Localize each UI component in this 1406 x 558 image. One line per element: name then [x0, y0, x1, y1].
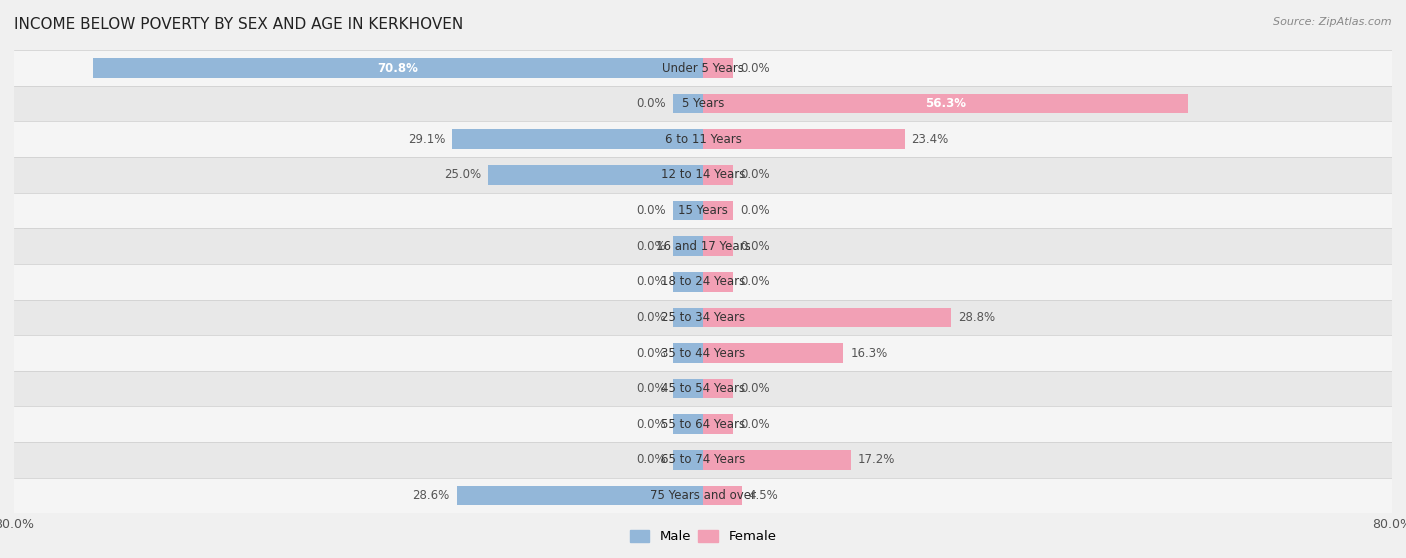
Text: 29.1%: 29.1%: [408, 133, 446, 146]
Text: 23.4%: 23.4%: [911, 133, 949, 146]
Text: 0.0%: 0.0%: [740, 169, 769, 181]
Text: 70.8%: 70.8%: [378, 61, 419, 75]
Text: INCOME BELOW POVERTY BY SEX AND AGE IN KERKHOVEN: INCOME BELOW POVERTY BY SEX AND AGE IN K…: [14, 17, 464, 32]
Bar: [14, 50, 1392, 86]
Bar: [673, 343, 703, 363]
Text: 5 Years: 5 Years: [682, 97, 724, 110]
Bar: [14, 86, 1392, 122]
Text: 18 to 24 Years: 18 to 24 Years: [661, 275, 745, 288]
Legend: Male, Female: Male, Female: [624, 525, 782, 549]
Text: 12 to 14 Years: 12 to 14 Years: [661, 169, 745, 181]
Text: Source: ZipAtlas.com: Source: ZipAtlas.com: [1274, 17, 1392, 27]
Text: 0.0%: 0.0%: [637, 347, 666, 359]
Text: 0.0%: 0.0%: [740, 418, 769, 431]
Bar: [14, 406, 1392, 442]
Bar: [703, 343, 844, 363]
Bar: [673, 415, 703, 434]
Bar: [488, 165, 703, 185]
Bar: [673, 272, 703, 292]
Bar: [673, 450, 703, 470]
Text: 0.0%: 0.0%: [637, 418, 666, 431]
Text: 0.0%: 0.0%: [637, 275, 666, 288]
Text: 35 to 44 Years: 35 to 44 Years: [661, 347, 745, 359]
Text: 0.0%: 0.0%: [740, 240, 769, 253]
Text: 4.5%: 4.5%: [748, 489, 779, 502]
Bar: [93, 58, 703, 78]
Bar: [14, 478, 1392, 513]
Text: 0.0%: 0.0%: [740, 204, 769, 217]
Bar: [703, 237, 733, 256]
Bar: [703, 415, 733, 434]
Text: 28.8%: 28.8%: [957, 311, 995, 324]
Text: 25 to 34 Years: 25 to 34 Years: [661, 311, 745, 324]
Text: 6 to 11 Years: 6 to 11 Years: [665, 133, 741, 146]
Bar: [703, 379, 733, 398]
Bar: [703, 165, 733, 185]
Text: 0.0%: 0.0%: [740, 61, 769, 75]
Text: 0.0%: 0.0%: [637, 97, 666, 110]
Text: 0.0%: 0.0%: [740, 275, 769, 288]
Bar: [703, 201, 733, 220]
Text: 28.6%: 28.6%: [412, 489, 450, 502]
Bar: [703, 272, 733, 292]
Text: 0.0%: 0.0%: [637, 204, 666, 217]
Text: 65 to 74 Years: 65 to 74 Years: [661, 454, 745, 466]
Text: 0.0%: 0.0%: [637, 240, 666, 253]
Bar: [703, 486, 742, 506]
Text: 15 Years: 15 Years: [678, 204, 728, 217]
Text: 25.0%: 25.0%: [444, 169, 481, 181]
Text: 0.0%: 0.0%: [637, 454, 666, 466]
Text: Under 5 Years: Under 5 Years: [662, 61, 744, 75]
Bar: [673, 201, 703, 220]
Text: 16.3%: 16.3%: [851, 347, 887, 359]
Bar: [673, 94, 703, 113]
Text: 0.0%: 0.0%: [637, 311, 666, 324]
Bar: [14, 157, 1392, 193]
Bar: [673, 307, 703, 327]
Text: 56.3%: 56.3%: [925, 97, 966, 110]
Text: 16 and 17 Years: 16 and 17 Years: [655, 240, 751, 253]
Bar: [673, 379, 703, 398]
Bar: [703, 94, 1188, 113]
Bar: [14, 442, 1392, 478]
Bar: [703, 58, 733, 78]
Text: 17.2%: 17.2%: [858, 454, 896, 466]
Text: 45 to 54 Years: 45 to 54 Years: [661, 382, 745, 395]
Bar: [673, 237, 703, 256]
Bar: [703, 129, 904, 149]
Text: 75 Years and over: 75 Years and over: [650, 489, 756, 502]
Text: 0.0%: 0.0%: [740, 382, 769, 395]
Bar: [14, 193, 1392, 228]
Bar: [14, 335, 1392, 371]
Bar: [453, 129, 703, 149]
Text: 0.0%: 0.0%: [637, 382, 666, 395]
Bar: [457, 486, 703, 506]
Bar: [703, 307, 950, 327]
Text: 55 to 64 Years: 55 to 64 Years: [661, 418, 745, 431]
Bar: [14, 300, 1392, 335]
Bar: [14, 371, 1392, 406]
Bar: [14, 228, 1392, 264]
Bar: [14, 264, 1392, 300]
Bar: [14, 122, 1392, 157]
Bar: [703, 450, 851, 470]
